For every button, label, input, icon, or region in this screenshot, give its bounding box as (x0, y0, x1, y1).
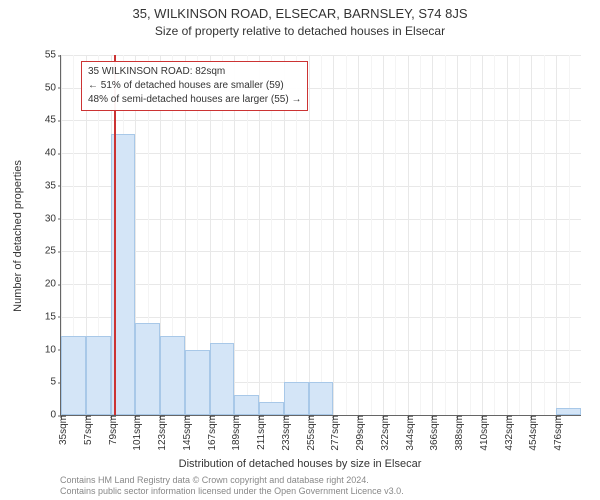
y-tick: 15 (45, 311, 61, 322)
grid-line-v (432, 55, 433, 415)
x-tick: 322sqm (375, 415, 391, 451)
y-tick: 30 (45, 213, 61, 224)
x-tick: 432sqm (499, 415, 515, 451)
footer-line1: Contains HM Land Registry data © Crown c… (60, 475, 404, 487)
x-tick: 410sqm (474, 415, 490, 451)
y-tick: 35 (45, 180, 61, 191)
x-tick: 35sqm (53, 415, 69, 445)
grid-line-v-minor (544, 55, 545, 415)
grid-line-v (358, 55, 359, 415)
chart-title: 35, WILKINSON ROAD, ELSECAR, BARNSLEY, S… (0, 6, 600, 21)
x-tick: 79sqm (103, 415, 119, 445)
grid-line-v-minor (445, 55, 446, 415)
footer-attribution: Contains HM Land Registry data © Crown c… (60, 475, 404, 498)
grid-line-v-minor (470, 55, 471, 415)
infobox-line2: ← 51% of detached houses are smaller (59… (88, 79, 301, 93)
histogram-bar (61, 336, 86, 415)
infobox-line3: 48% of semi-detached houses are larger (… (88, 93, 301, 107)
grid-line-v-minor (494, 55, 495, 415)
y-tick: 10 (45, 344, 61, 355)
grid-line-v-minor (395, 55, 396, 415)
x-tick: 101sqm (127, 415, 143, 451)
y-tick: 55 (45, 50, 61, 61)
y-tick: 20 (45, 279, 61, 290)
chart-container: 35, WILKINSON ROAD, ELSECAR, BARNSLEY, S… (0, 0, 600, 500)
grid-line-v-minor (321, 55, 322, 415)
infobox-line1: 35 WILKINSON ROAD: 82sqm (88, 65, 301, 79)
x-tick: 145sqm (177, 415, 193, 451)
x-tick: 299sqm (350, 415, 366, 451)
y-tick: 5 (50, 377, 61, 388)
x-tick: 366sqm (424, 415, 440, 451)
histogram-bar (259, 402, 284, 415)
x-axis-label: Distribution of detached houses by size … (0, 458, 600, 470)
grid-line-v (408, 55, 409, 415)
grid-line-v (383, 55, 384, 415)
grid-line-v (482, 55, 483, 415)
histogram-bar (284, 382, 309, 415)
x-tick: 388sqm (449, 415, 465, 451)
histogram-bar (556, 408, 581, 415)
x-tick: 57sqm (78, 415, 94, 445)
marker-infobox: 35 WILKINSON ROAD: 82sqm ← 51% of detach… (81, 61, 308, 111)
x-tick: 454sqm (523, 415, 539, 451)
footer-line2: Contains public sector information licen… (60, 486, 404, 498)
grid-line-v (457, 55, 458, 415)
histogram-bar (234, 395, 259, 415)
grid-line-v (309, 55, 310, 415)
histogram-bar (185, 350, 210, 415)
grid-line-v-minor (420, 55, 421, 415)
x-tick: 344sqm (400, 415, 416, 451)
plot-area: 051015202530354045505535sqm57sqm79sqm101… (60, 55, 581, 416)
histogram-bar (86, 336, 111, 415)
x-tick: 255sqm (301, 415, 317, 451)
histogram-bar (160, 336, 185, 415)
y-axis-label: Number of detached properties (12, 156, 24, 316)
grid-line-v-minor (569, 55, 570, 415)
grid-line-v (556, 55, 557, 415)
grid-line-v (531, 55, 532, 415)
grid-line-v-minor (371, 55, 372, 415)
y-tick: 50 (45, 82, 61, 93)
x-tick: 167sqm (202, 415, 218, 451)
x-tick: 233sqm (276, 415, 292, 451)
histogram-bar (309, 382, 334, 415)
x-tick: 123sqm (152, 415, 168, 451)
x-tick: 189sqm (226, 415, 242, 451)
grid-line-v (333, 55, 334, 415)
x-tick: 277sqm (325, 415, 341, 451)
grid-line-v-minor (519, 55, 520, 415)
y-tick: 40 (45, 148, 61, 159)
x-tick: 211sqm (251, 415, 267, 450)
y-tick: 45 (45, 115, 61, 126)
histogram-bar (210, 343, 235, 415)
y-tick: 25 (45, 246, 61, 257)
x-tick: 476sqm (548, 415, 564, 451)
grid-line-v-minor (346, 55, 347, 415)
histogram-bar (135, 323, 160, 415)
grid-line-v (507, 55, 508, 415)
chart-subtitle: Size of property relative to detached ho… (0, 24, 600, 38)
